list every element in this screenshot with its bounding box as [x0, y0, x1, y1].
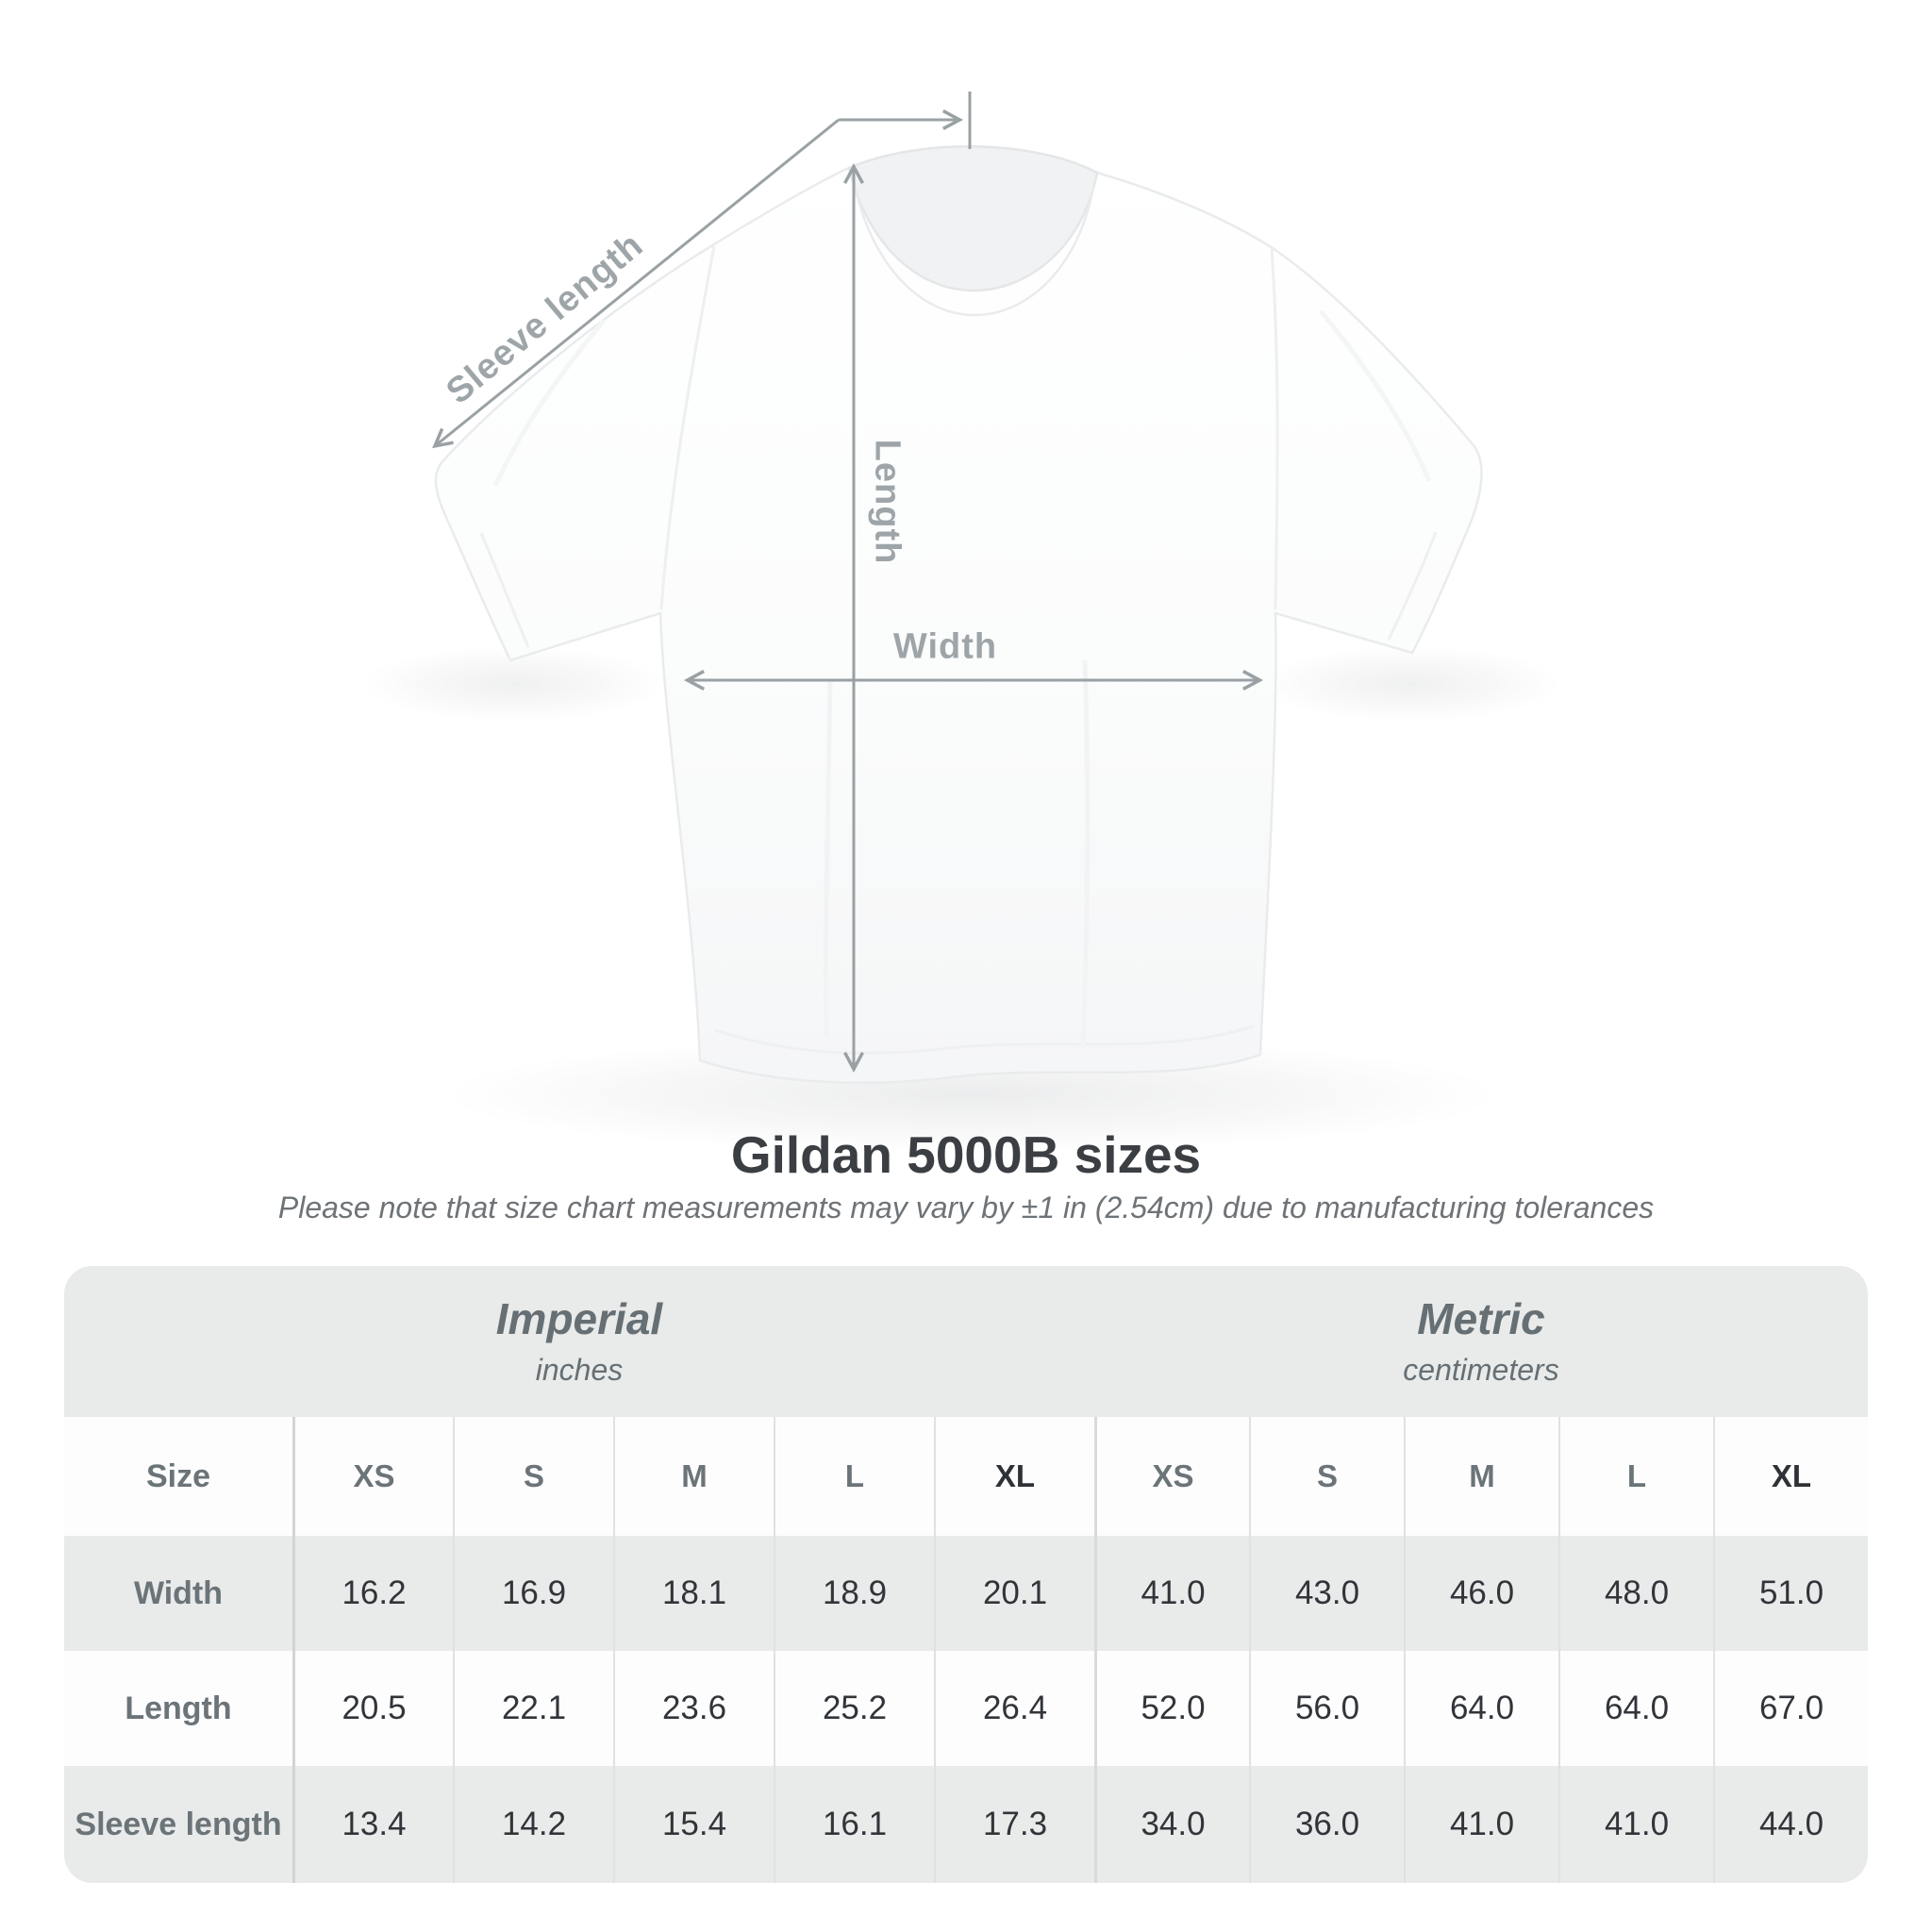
width-imperial-l: 18.9	[774, 1536, 934, 1651]
left-sleeve-seam	[659, 245, 716, 610]
row-label-length: Length	[64, 1651, 292, 1766]
width-label: Width	[892, 626, 998, 667]
width-metric-m: 46.0	[1404, 1536, 1558, 1651]
width-metric-l: 48.0	[1558, 1536, 1713, 1651]
hem-stitch	[714, 1024, 1254, 1055]
width-imperial-m: 18.1	[613, 1536, 774, 1651]
row-label-sleeve-length: Sleeve length	[64, 1766, 292, 1883]
right-cuff-stitch	[1387, 531, 1438, 641]
metric-group-header: Metric centimeters	[1094, 1266, 1868, 1417]
sleeve-metric-l: 41.0	[1558, 1766, 1713, 1883]
metric-group-unit: centimeters	[1403, 1352, 1559, 1387]
sleeve-imperial-xl: 17.3	[934, 1766, 1094, 1883]
size-header-imperial-xs: XS	[292, 1417, 453, 1536]
shirt-shadow	[443, 1036, 1500, 1153]
size-table: Imperial inches Metric centimeters Size …	[64, 1266, 1868, 1883]
length-imperial-s: 22.1	[453, 1651, 613, 1766]
size-header-imperial-xl: XL	[934, 1417, 1094, 1536]
sleeve-metric-s: 36.0	[1249, 1766, 1404, 1883]
tolerance-note: Please note that size chart measurements…	[277, 1191, 1655, 1224]
size-header-metric-s: S	[1249, 1417, 1404, 1536]
tshirt-diagram: Sleeve length Length Width	[363, 92, 1561, 1153]
width-imperial-s: 16.9	[453, 1536, 613, 1651]
length-imperial-xl: 26.4	[934, 1651, 1094, 1766]
size-header-imperial-s: S	[453, 1417, 613, 1536]
sleeve-imperial-xs: 13.4	[292, 1766, 453, 1883]
sleeve-imperial-l: 16.1	[774, 1766, 934, 1883]
fold-line	[492, 319, 606, 488]
size-header-imperial-m: M	[613, 1417, 774, 1536]
metric-group-title: Metric	[1417, 1294, 1545, 1344]
length-label: Length	[867, 439, 908, 565]
width-metric-xl: 51.0	[1713, 1536, 1868, 1651]
row-label-width: Width	[64, 1536, 292, 1651]
width-metric-s: 43.0	[1249, 1536, 1404, 1651]
right-sleeve-seam	[1270, 248, 1279, 610]
collar-rib-seam	[852, 180, 1096, 317]
length-imperial-l: 25.2	[774, 1651, 934, 1766]
sleeve-metric-xl: 44.0	[1713, 1766, 1868, 1883]
fold-line	[1080, 659, 1091, 1048]
size-column-header: Size	[64, 1417, 292, 1536]
left-cuff-stitch	[479, 532, 530, 648]
right-sleeve-shadow	[1259, 646, 1561, 722]
sleeve-metric-m: 41.0	[1404, 1766, 1558, 1883]
sleeve-imperial-m: 15.4	[613, 1766, 774, 1883]
length-imperial-xs: 20.5	[292, 1651, 453, 1766]
imperial-group-header: Imperial inches	[64, 1266, 1094, 1417]
width-metric-xs: 41.0	[1094, 1536, 1249, 1651]
size-header-imperial-l: L	[774, 1417, 934, 1536]
left-sleeve-shadow	[363, 646, 665, 722]
sleeve-metric-xs: 34.0	[1094, 1766, 1249, 1883]
fold-line	[1319, 309, 1432, 482]
imperial-group-title: Imperial	[495, 1294, 663, 1344]
size-header-metric-xs: XS	[1094, 1417, 1249, 1536]
width-imperial-xl: 20.1	[934, 1536, 1094, 1651]
length-metric-xl: 67.0	[1713, 1651, 1868, 1766]
length-metric-m: 64.0	[1404, 1651, 1558, 1766]
length-metric-xs: 52.0	[1094, 1651, 1249, 1766]
sleeve-imperial-s: 14.2	[453, 1766, 613, 1883]
shirt-body	[434, 145, 1483, 1084]
dimension-lines	[432, 92, 1264, 1074]
neck-opening	[847, 145, 1099, 292]
length-imperial-m: 23.6	[613, 1651, 774, 1766]
size-header-metric-m: M	[1404, 1417, 1558, 1536]
fold-line	[823, 678, 833, 1039]
tshirt-graphic	[363, 145, 1561, 1153]
length-metric-l: 64.0	[1558, 1651, 1713, 1766]
page-title: Gildan 5000B sizes	[730, 1125, 1202, 1184]
size-header-metric-xl: XL	[1713, 1417, 1868, 1536]
sleeve-length-diagonal	[432, 118, 840, 449]
length-metric-s: 56.0	[1249, 1651, 1404, 1766]
imperial-group-unit: inches	[535, 1352, 624, 1387]
width-imperial-xs: 16.2	[292, 1536, 453, 1651]
tshirt-illustration	[363, 92, 1561, 1153]
size-header-metric-l: L	[1558, 1417, 1713, 1536]
